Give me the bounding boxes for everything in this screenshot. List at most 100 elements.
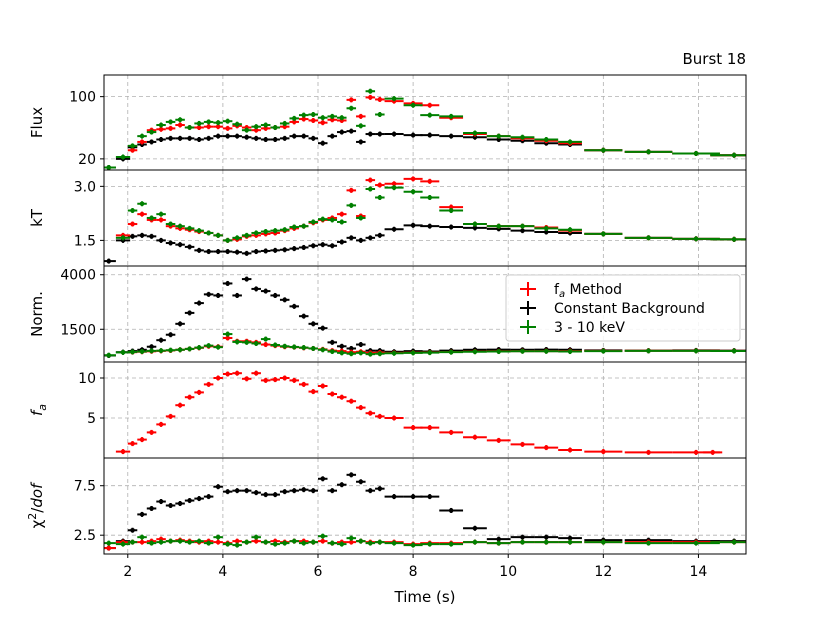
y-tick-label: 2.5 (74, 528, 96, 544)
data-point (301, 245, 307, 250)
data-point (310, 389, 316, 394)
data-point (348, 472, 354, 478)
data-point (206, 540, 211, 546)
data-point (472, 221, 478, 227)
y-axis-label-italic: dof (28, 481, 46, 508)
data-point (282, 136, 288, 141)
data-point (206, 230, 211, 236)
legend-label: fa Method (554, 282, 622, 300)
data-point (391, 494, 397, 499)
data-point (168, 221, 173, 227)
series-layer (104, 88, 746, 170)
data-point (253, 136, 259, 141)
data-point (368, 177, 373, 183)
data-point (448, 204, 454, 210)
data-point (187, 244, 192, 250)
data-point (291, 304, 297, 309)
data-point (106, 545, 112, 551)
data-point (427, 102, 433, 108)
data-point (391, 185, 397, 190)
x-tick-label: 12 (594, 564, 612, 580)
panel-fa: 5 10 fa (28, 361, 747, 459)
data-point (272, 377, 278, 382)
data-point (310, 112, 316, 117)
y-tick-label: 100 (69, 90, 96, 106)
data-point (329, 349, 335, 354)
data-point (731, 539, 737, 545)
data-point (320, 533, 326, 539)
data-point (320, 242, 326, 247)
data-point (177, 136, 183, 141)
panel-norm: 1500 4000 Norm. (28, 265, 747, 363)
data-point (358, 238, 364, 243)
data-point (472, 525, 478, 531)
data-point (693, 348, 699, 354)
data-point (320, 140, 326, 146)
series-band-norm (104, 331, 746, 358)
data-point (496, 137, 502, 142)
data-point (120, 235, 126, 241)
data-point (646, 235, 651, 241)
data-point (496, 438, 502, 443)
data-point (291, 344, 297, 350)
data-point (130, 539, 135, 545)
data-point (291, 488, 297, 493)
data-point (149, 234, 154, 239)
data-point (263, 378, 268, 383)
data-point (496, 349, 502, 354)
data-point (139, 534, 145, 540)
data-point (348, 188, 354, 193)
data-point (139, 512, 145, 517)
data-point (187, 539, 192, 545)
data-point (187, 125, 192, 130)
data-point (320, 383, 326, 389)
data-point (496, 536, 502, 542)
data-point (391, 350, 397, 356)
data-point (391, 96, 397, 101)
panels-layer: 20100Flux1.53.0kT15004000Norm.510fa2.57.… (26, 74, 747, 555)
x-tick-label: 4 (218, 564, 227, 580)
data-point (520, 349, 525, 354)
data-point (601, 449, 606, 454)
data-point (168, 538, 173, 544)
data-point (358, 350, 364, 356)
data-point (329, 114, 335, 119)
data-point (291, 116, 297, 121)
data-point (177, 122, 183, 128)
data-point (543, 534, 549, 540)
data-point (329, 488, 335, 493)
data-point (693, 450, 699, 455)
data-point (120, 541, 126, 547)
data-point (329, 540, 335, 546)
data-point (225, 133, 230, 139)
x-tick-label: 8 (409, 564, 418, 580)
data-point (130, 147, 135, 153)
data-point (168, 332, 173, 338)
data-point (358, 139, 364, 145)
data-point (291, 538, 297, 544)
data-point (253, 286, 259, 292)
panel-kt: 1.5 3.0 kT (28, 169, 747, 267)
data-point (339, 343, 345, 349)
data-point (601, 539, 606, 545)
data-point (391, 131, 397, 137)
panel-chi: 2.5 7.5 χ2/dof (26, 457, 747, 555)
data-point (177, 501, 183, 506)
data-point (244, 233, 249, 238)
data-point (234, 538, 240, 544)
data-point (168, 136, 173, 141)
data-point (168, 119, 173, 125)
data-point (427, 425, 433, 430)
data-point (244, 251, 249, 256)
data-point (358, 538, 364, 544)
data-point (601, 348, 606, 354)
series-fa-fa (115, 370, 723, 455)
legend-label-main: f (554, 282, 560, 298)
data-point (244, 376, 249, 382)
data-point (710, 450, 716, 455)
data-point (301, 345, 307, 350)
data-point (543, 137, 549, 142)
data-point (177, 242, 183, 247)
data-point (329, 133, 335, 139)
